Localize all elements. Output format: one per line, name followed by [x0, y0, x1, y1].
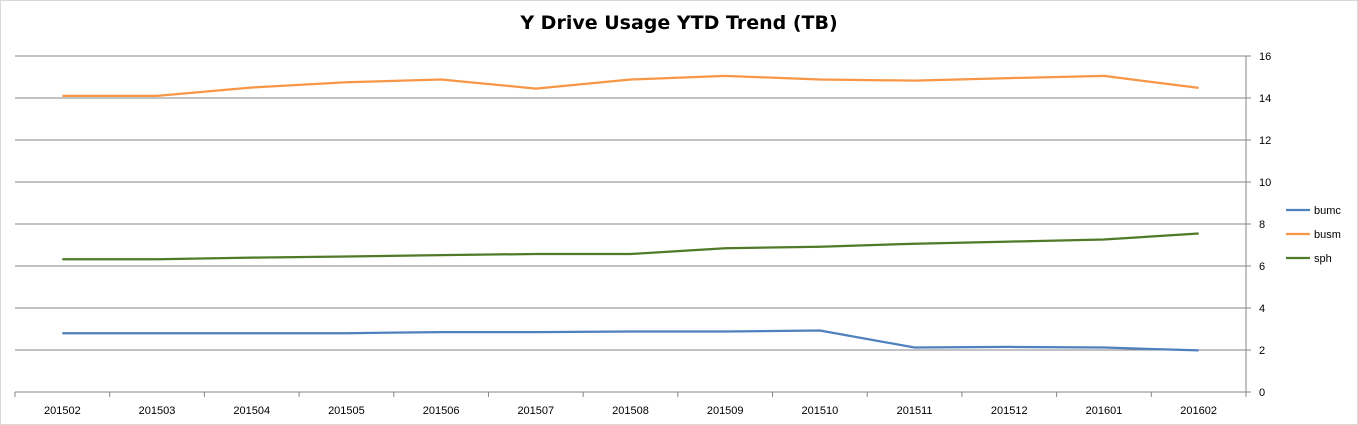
x-tick-label: 201509: [707, 405, 744, 417]
y-tick-label: 4: [1259, 303, 1265, 315]
legend-label-bumc: bumc: [1314, 205, 1341, 217]
x-tick-label: 201510: [802, 405, 839, 417]
y-tick-label: 14: [1259, 93, 1271, 105]
legend-label-sph: sph: [1314, 253, 1332, 265]
x-tick-label: 201502: [44, 405, 81, 417]
series-line-busm: [62, 74, 1199, 98]
y-axis: 0 2 4 6 8 10 12 14 16: [1245, 51, 1271, 399]
series-line-sph: [62, 232, 1199, 261]
y-tick-label: 10: [1259, 177, 1271, 189]
legend: bumc busm sph: [1286, 205, 1341, 265]
x-tick-label: 201506: [423, 405, 460, 417]
x-tick-label: 201512: [991, 405, 1028, 417]
x-tick-label: 201508: [612, 405, 649, 417]
y-tick-label: 8: [1259, 219, 1265, 231]
series-lines: [62, 74, 1199, 352]
x-tick-label: 201601: [1086, 405, 1123, 417]
gridlines: [15, 55, 1246, 393]
y-tick-label: 2: [1259, 345, 1265, 357]
series-line-bumc: [62, 329, 1199, 352]
x-axis: 201502 201503 201504 201505 201506 201507 2015…: [14, 392, 1247, 417]
x-tick-label: 201511: [897, 405, 933, 417]
x-tick-label: 201505: [328, 405, 365, 417]
y-tick-label: 6: [1259, 261, 1265, 273]
x-tick-label: 201507: [517, 405, 554, 417]
x-tick-label: 201503: [139, 405, 176, 417]
chart-title: Y Drive Usage YTD Trend (TB): [520, 12, 838, 34]
y-tick-label: 16: [1259, 51, 1271, 63]
x-tick-label: 201602: [1180, 405, 1217, 417]
x-tick-label: 201504: [233, 405, 270, 417]
y-tick-label: 0: [1259, 387, 1265, 399]
y-tick-label: 12: [1259, 135, 1271, 147]
legend-label-busm: busm: [1314, 229, 1341, 241]
